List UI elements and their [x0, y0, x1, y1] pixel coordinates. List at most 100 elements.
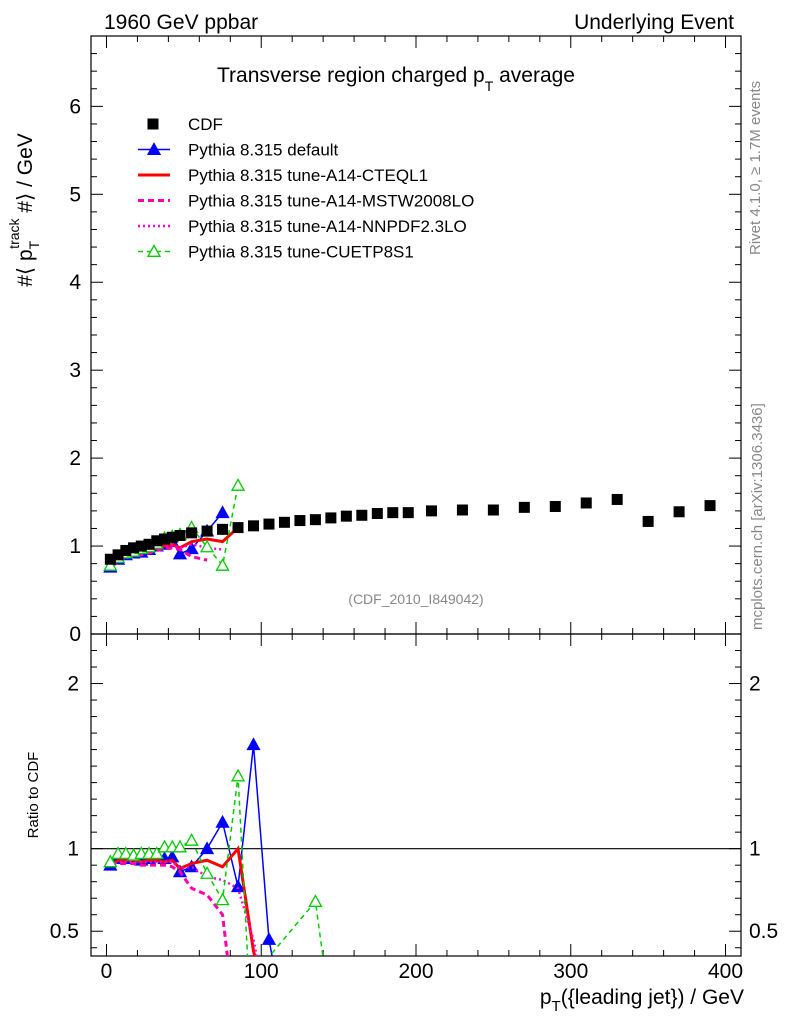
legend-label: Pythia 8.315 tune-A14-NNPDF2.3LO: [188, 217, 467, 236]
cdf-data-point: [248, 520, 259, 532]
legend-label: CDF: [188, 115, 223, 134]
main-title-subscript: T: [485, 78, 494, 94]
cdf-data-point: [580, 497, 592, 509]
cdf-data-point: [673, 506, 685, 518]
header-right: Underlying Event: [574, 11, 734, 34]
cdf-data-point: [120, 544, 132, 556]
ratio-series-point: [230, 879, 246, 893]
xtick-label: 200: [398, 960, 433, 983]
main-data: [103, 478, 716, 573]
cdf-data-point: [278, 516, 290, 528]
legend-label: Pythia 8.315 tune-A14-CTEQL1: [188, 166, 428, 185]
cdf-data-point: [487, 504, 499, 516]
cdf-data-point: [356, 509, 368, 521]
main-ylabel: #⟨ pTtrack #⟩ / GeV: [6, 133, 42, 287]
ratio-series-point: [215, 814, 230, 828]
cdf-data-point: [325, 512, 337, 524]
main-series-point: [184, 541, 199, 555]
cdf-data-point: [143, 538, 155, 550]
cdf-data-point: [518, 501, 530, 513]
ratio-series-point: [246, 737, 261, 751]
cdf-data-point: [159, 533, 171, 545]
legend-label: Pythia 8.315 tune-CUETP8S1: [188, 243, 414, 262]
main-ytick-label: 1: [69, 535, 81, 558]
ratio-ytick-label: 1: [67, 838, 79, 861]
cdf-data-point: [135, 540, 147, 552]
legend: CDF Pythia 8.315 default Pythia 8.315 tune…: [138, 115, 474, 262]
main-title: Transverse region charged pT average: [217, 64, 575, 94]
legend-marker: [146, 244, 162, 257]
main-ytick-label: 2: [69, 447, 81, 470]
main-series-point: [103, 558, 118, 571]
main-series-point: [230, 478, 246, 491]
main-title-end: average: [493, 64, 575, 87]
cdf-data-point: [549, 500, 561, 512]
cdf-data-point: [186, 527, 198, 539]
cdf-data-point: [166, 531, 178, 543]
cdf-data-point: [704, 500, 716, 512]
cdf-data-point: [611, 493, 623, 505]
header-left: 1960 GeV ppbar: [104, 11, 258, 34]
main-ytick-label: 5: [69, 183, 81, 206]
ratio-data: [103, 737, 324, 956]
main-ytick-label: 0: [69, 623, 81, 646]
main-series-point: [199, 539, 215, 553]
ratio-ytick-label-right: 0.5: [749, 920, 778, 943]
ratio-plot-frame: [90, 633, 742, 957]
cdf-data-point: [309, 514, 321, 526]
cdf-data-point: [387, 507, 399, 519]
main-title-text: Transverse region charged p: [217, 64, 485, 87]
legend-marker: [146, 142, 162, 155]
cdf-data-point: [263, 518, 275, 530]
ratio-series-point: [199, 841, 215, 855]
main-ytick-label: 3: [69, 359, 81, 382]
cdf-data-point: [402, 507, 414, 519]
ratio-series-point: [261, 932, 277, 945]
mcplots-label: mcplots.cern.ch [arXiv:1306.3436]: [749, 403, 766, 630]
ratio-series-point: [118, 846, 133, 860]
analysis-tag: (CDF_2010_I849042): [348, 591, 483, 607]
cdf-data-point: [128, 542, 140, 554]
ratio-ylabel: Ratio to CDF: [25, 752, 42, 839]
cdf-data-point: [232, 522, 244, 534]
ratio-series-point: [199, 866, 215, 879]
cdf-data-point: [340, 510, 352, 522]
cdf-data-point: [425, 505, 437, 517]
main-ytick-label: 4: [69, 271, 81, 294]
ratio-series-line: [109, 775, 324, 956]
cdf-data-point: [294, 515, 306, 527]
main-ytick-label: 6: [69, 95, 81, 118]
rivet-label: Rivet 4.1.0, ≥ 1.7M events: [747, 81, 764, 255]
ratio-series-line: [109, 860, 258, 956]
xtick-label: 100: [244, 960, 279, 983]
ratio-series-line: [110, 862, 229, 956]
cdf-data-point: [151, 535, 163, 547]
main-series-point: [215, 505, 230, 519]
cdf-data-point: [217, 523, 229, 535]
xlabel: pT({leading jet}) / GeV: [540, 986, 744, 1015]
cdf-data-point: [174, 530, 186, 542]
cdf-data-point: [642, 515, 654, 527]
legend-marker-cdf: [147, 118, 159, 130]
axes: 0 1 2 3 4 5 6 0.5 0.5 1 1 2 2 0 100 200 300 400: [50, 36, 778, 983]
legend-label: Pythia 8.315 default: [188, 141, 339, 160]
svg-text:#⟨ pTtrack #⟩ / GeV: #⟨ pTtrack #⟩ / GeV: [6, 133, 42, 287]
ratio-series-point: [230, 768, 246, 782]
main-series-point: [172, 546, 188, 560]
ratio-ytick-label-right: 1: [749, 838, 761, 861]
xtick-label: 0: [101, 960, 113, 983]
ratio-series-point: [103, 854, 118, 868]
main-series-point: [215, 558, 230, 571]
ratio-series-point: [215, 892, 230, 906]
legend-label: Pythia 8.315 tune-A14-MSTW2008LO: [188, 192, 474, 211]
ratio-series-point: [308, 894, 323, 907]
cdf-data-point: [371, 508, 383, 520]
ratio-ytick-label-right: 2: [749, 673, 761, 696]
cdf-data-point: [201, 525, 213, 537]
ratio-series-line: [109, 845, 257, 956]
xtick-label: 300: [553, 960, 588, 983]
ratio-series-point: [149, 846, 164, 860]
cdf-data-point: [104, 553, 116, 565]
cdf-data-point: [112, 549, 124, 561]
